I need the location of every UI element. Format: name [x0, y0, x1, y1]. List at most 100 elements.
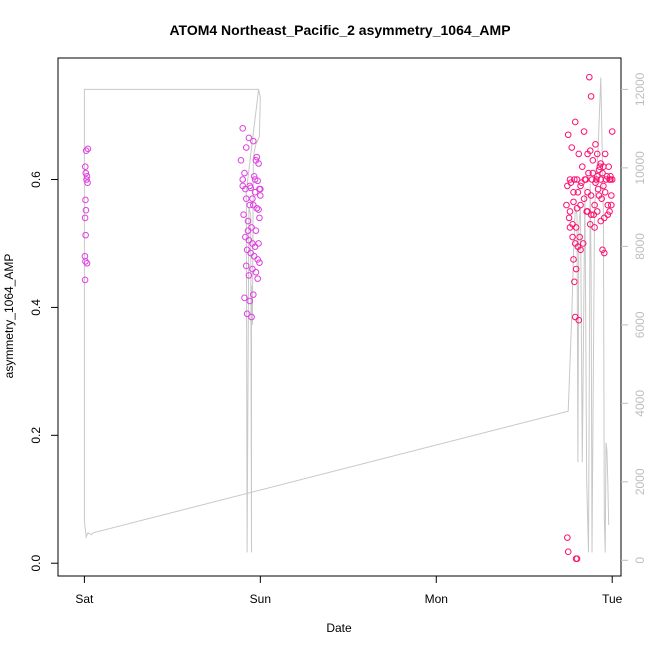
y2-tick-label: 12000: [633, 72, 647, 106]
y2-tick-label: 8000: [633, 233, 647, 260]
x-axis-label: Date: [326, 621, 352, 635]
data-point: [242, 144, 250, 151]
data-point: [593, 173, 601, 180]
data-point: [587, 211, 595, 218]
data-point: [586, 73, 593, 81]
data-point: [608, 176, 616, 183]
data-point: [570, 256, 577, 263]
data-point: [576, 233, 583, 241]
data-point: [239, 125, 247, 132]
data-point: [600, 214, 608, 222]
data-point: [573, 204, 581, 212]
data-point: [250, 173, 258, 180]
data-point: [572, 265, 580, 273]
data-point: [82, 147, 90, 155]
data-point: [564, 534, 571, 541]
data-point: [240, 211, 247, 218]
data-point: [569, 233, 576, 241]
secondary-series-line: [83, 77, 610, 553]
data-point: [563, 201, 570, 209]
data-point: [83, 176, 90, 183]
data-point: [579, 240, 587, 247]
data-point: [253, 204, 261, 212]
data-point: [254, 256, 261, 263]
data-point: [601, 188, 609, 196]
data-point: [84, 145, 92, 153]
data-point: [608, 201, 615, 209]
y-tick-label: 0.6: [29, 171, 43, 188]
data-point: [255, 240, 262, 247]
data-point: [568, 144, 576, 151]
data-point: [242, 233, 249, 241]
data-point: [81, 214, 89, 222]
data-point: [82, 206, 90, 214]
data-point: [574, 188, 582, 196]
data-point: [577, 201, 584, 209]
data-point: [570, 188, 577, 196]
data-point: [245, 272, 253, 279]
data-point: [243, 310, 251, 318]
data-point: [249, 291, 257, 298]
left-y-axis: 0.0 0.2 0.4 0.6: [29, 171, 58, 572]
data-point: [600, 249, 608, 257]
data-point: [241, 169, 248, 177]
data-point: [252, 268, 260, 276]
data-point: [244, 227, 252, 234]
data-point: [572, 224, 580, 231]
data-point: [570, 198, 577, 206]
data-point: [242, 262, 250, 270]
data-point: [83, 259, 91, 267]
data-point: [580, 195, 588, 202]
data-point: [250, 252, 258, 260]
data-point: [584, 188, 591, 196]
data-point: [593, 150, 601, 158]
data-point: [606, 208, 613, 215]
data-point: [82, 196, 89, 204]
data-point: [580, 128, 588, 135]
data-point: [255, 160, 262, 167]
data-point: [566, 224, 574, 231]
data-point: [575, 316, 583, 324]
data-point: [256, 214, 263, 222]
data-point: [608, 192, 615, 199]
plot-box: [57, 57, 622, 577]
scatter-points: [81, 73, 616, 563]
data-point: [599, 246, 606, 254]
data-point: [242, 195, 250, 202]
data-point: [246, 201, 254, 209]
data-point: [593, 208, 601, 215]
data-point: [601, 150, 609, 158]
y2-tick-label: 4000: [633, 390, 647, 417]
y2-tick-label: 6000: [633, 311, 647, 338]
data-point: [565, 214, 573, 222]
data-point: [84, 179, 91, 187]
data-point: [252, 227, 260, 234]
secondary-line: [83, 77, 610, 553]
right-y-axis: 0 2000 4000 6000 8000 10000 12000: [621, 72, 647, 564]
data-point: [585, 169, 592, 177]
data-point: [253, 153, 261, 161]
data-point: [244, 217, 252, 225]
data-point: [248, 313, 255, 321]
data-point: [246, 297, 254, 305]
x-tick-label: Mon: [425, 592, 448, 606]
data-point: [567, 179, 575, 187]
data-point: [571, 118, 579, 126]
data-point: [251, 188, 259, 196]
data-point: [82, 231, 89, 239]
data-point: [586, 220, 594, 228]
y-tick-label: 0.0: [29, 555, 43, 572]
data-point: [564, 131, 572, 139]
data-point: [82, 169, 90, 177]
data-point: [589, 169, 597, 177]
x-tick-label: Sun: [250, 592, 271, 606]
data-point: [566, 176, 574, 183]
y-tick-label: 0.4: [29, 299, 43, 316]
data-point: [249, 195, 256, 202]
data-point: [573, 555, 581, 563]
data-point: [605, 163, 612, 171]
data-point: [608, 128, 616, 135]
data-point: [571, 278, 578, 286]
data-point: [573, 176, 581, 183]
